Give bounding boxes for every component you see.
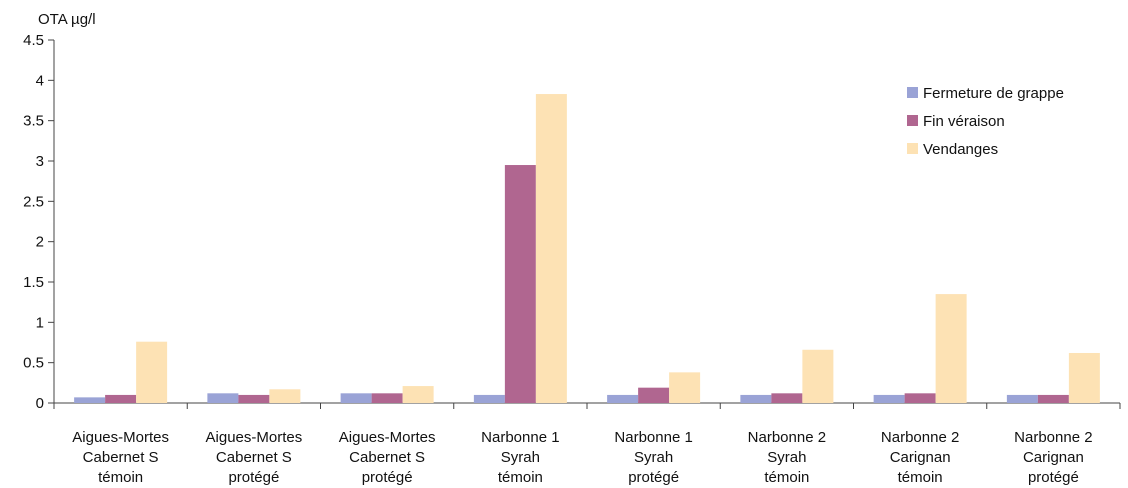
x-tick-label-line: témoin [98,469,143,486]
bar [74,397,106,403]
bar [1006,394,1038,403]
y-tick-label: 2.5 [23,193,44,210]
bar [607,394,639,403]
bar [340,393,372,403]
x-tick-label: Narbonne 2 Syrah témoin [748,429,826,486]
legend-label: Fin véraison [923,113,1005,130]
legend-swatch [907,143,918,154]
bar [105,394,137,403]
y-tick-label: 4 [36,72,44,89]
bar [207,393,239,403]
y-tick-label: 4.5 [23,32,44,49]
x-tick-label-line: Syrah [634,449,673,466]
x-tick-label-line: Aigues-Mortes [339,429,436,446]
x-tick-label-line: Narbonne 2 [748,429,826,446]
bar [402,386,434,403]
x-tick-label-line: Narbonne 1 [481,429,559,446]
x-tick-label-line: Narbonne 2 [881,429,959,446]
bar [473,394,505,403]
y-tick-label: 0.5 [23,355,44,372]
x-tick-label-line: Syrah [501,449,540,466]
x-tick-label-line: Aigues-Mortes [206,429,303,446]
x-tick-label-line: Syrah [767,449,806,466]
x-tick-label-line: témoin [764,469,809,486]
bar [1037,394,1069,403]
y-tick-label: 3 [36,153,44,170]
bar [904,393,936,403]
y-tick-label: 0 [36,395,44,412]
y-tick-label: 1 [36,314,44,331]
x-tick-label-line: protégé [362,469,413,486]
x-tick-label-line: Cabernet S [216,449,292,466]
bars [74,94,1100,404]
bar [669,372,701,403]
bar [802,349,834,403]
y-axis-label: OTA µg/l [38,11,96,28]
x-tick-label-line: Cabernet S [83,449,159,466]
x-tick-label: Aigues-Mortes Cabernet S protégé [206,429,303,486]
bar [740,394,772,403]
x-tick-label: Aigues-Mortes Cabernet S témoin [72,429,169,486]
bar [638,387,670,403]
bar [269,389,301,403]
x-tick-label-line: Narbonne 1 [614,429,692,446]
x-tick-label: Narbonne 1 Syrah protégé [614,429,692,486]
x-tick-label-line: protégé [1028,469,1079,486]
x-tick-label: Narbonne 2 Carignan témoin [881,429,959,486]
legend: Fermeture de grappe Fin véraison Vendanges [907,85,1064,158]
x-tick-label-line: protégé [228,469,279,486]
bar [504,165,536,403]
legend-label: Vendanges [923,141,998,158]
x-tick-label-line: protégé [628,469,679,486]
y-tick-label: 1.5 [23,274,44,291]
bar [935,294,967,403]
y-tick-label: 2 [36,234,44,251]
x-tick-label-line: témoin [898,469,943,486]
x-tick-label-line: témoin [498,469,543,486]
bar [873,394,905,403]
x-tick-label: Narbonne 1 Syrah témoin [481,429,559,486]
bar [1068,352,1100,403]
legend-swatch [907,87,918,98]
x-tick-label-line: Narbonne 2 [1014,429,1092,446]
y-axis-ticks: 0 0.5 1 1.5 2 2.5 3 3.5 4 4.5 [23,32,54,412]
x-tick-label-line: Carignan [890,449,951,466]
bar [238,394,270,403]
y-tick-label: 3.5 [23,113,44,130]
bar [371,393,403,403]
x-tick-label-line: Cabernet S [349,449,425,466]
bar [535,94,567,404]
bar [136,341,168,403]
legend-swatch [907,115,918,126]
bar [771,393,803,403]
x-tick-label: Aigues-Mortes Cabernet S protégé [339,429,436,486]
legend-label: Fermeture de grappe [923,85,1064,102]
x-tick-label: Narbonne 2 Carignan protégé [1014,429,1092,486]
x-tick-label-line: Carignan [1023,449,1084,466]
x-tick-label-line: Aigues-Mortes [72,429,169,446]
